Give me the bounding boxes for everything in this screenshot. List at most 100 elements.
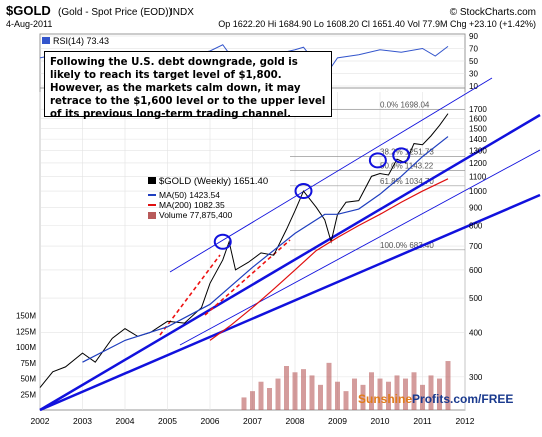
inner-channel-lower	[179, 149, 541, 346]
volume-bar	[318, 384, 323, 410]
price-tick-label: 1600	[469, 115, 487, 124]
volume-tick-label: 125M	[16, 327, 36, 336]
volume-bar	[241, 397, 247, 410]
watermark-part2: Profits.com/FREE	[412, 392, 514, 406]
x-tick-label: 2009	[328, 416, 347, 426]
watermark: SunshineProfits.com/FREE	[358, 392, 513, 406]
price-tick-label: 1400	[469, 135, 487, 144]
volume-bar	[301, 369, 306, 410]
volume-bar	[394, 375, 400, 410]
volume-tick-label: 25M	[20, 390, 36, 399]
x-tick-label: 2003	[73, 416, 92, 426]
volume-tick-label: 75M	[20, 359, 36, 368]
annotation-box: Following the U.S. debt downgrade, gold …	[44, 51, 332, 120]
x-tick-label: 2012	[456, 416, 475, 426]
price-tick-label: 1500	[469, 124, 487, 133]
legend-volume: Volume 77,875,400	[159, 210, 233, 220]
volume-tick-label: 50M	[20, 375, 36, 384]
chart-symbol: $GOLD	[6, 3, 51, 18]
volume-bar	[386, 381, 391, 410]
chart-credit: © StockCharts.com	[450, 7, 536, 18]
fib-label: 50.0% 1143.22	[380, 161, 434, 170]
price-tick-label: 500	[469, 294, 483, 303]
price-legend: $GOLD (Weekly) 1651.40 MA(50) 1423.54 MA…	[148, 176, 268, 220]
price-gridlines	[39, 92, 466, 410]
fib-label: 100.0% 683.40	[380, 241, 434, 250]
circled-point	[213, 233, 232, 250]
rsi-tick-label: 30	[469, 70, 478, 79]
price-tick-label: 300	[469, 373, 483, 382]
x-tick-label: 2004	[116, 416, 135, 426]
price-tick-label: 600	[469, 266, 483, 275]
x-tick-label: 2002	[31, 416, 50, 426]
price-tick-label: 700	[469, 242, 483, 251]
volume-bar	[326, 362, 332, 410]
volume-tick-label: 150M	[16, 312, 36, 321]
volume-bar	[267, 388, 272, 410]
x-tick-label: 2010	[371, 416, 390, 426]
volume-bar	[403, 378, 408, 410]
volume-bar	[292, 372, 298, 410]
legend-ma200: MA(200) 1082.35	[159, 200, 225, 210]
legend-gold: $GOLD (Weekly) 1651.40	[159, 176, 268, 187]
rsi-legend-label: RSI(14) 73.43	[53, 36, 109, 46]
volume-bar	[309, 375, 315, 410]
volume-bar	[250, 391, 255, 410]
volume-axis: 25M 50M 75M 100M 125M 150M	[16, 312, 36, 400]
price-tick-label: 400	[469, 328, 483, 337]
volume-bar	[369, 372, 374, 410]
x-axis: 2002 2003 2004 2005 2006 2007 2008 2009 2010 2011…	[31, 416, 475, 426]
legend-ma50: MA(50) 1423.54	[159, 190, 220, 200]
fib-label: 61.8% 1034.70	[380, 177, 434, 186]
volume-bar	[377, 378, 383, 410]
circled-points	[213, 147, 411, 250]
price-tick-label: 900	[469, 203, 483, 212]
annotation-text: Following the U.S. debt downgrade, gold …	[50, 57, 326, 120]
x-tick-label: 2008	[286, 416, 305, 426]
rsi-legend: RSI(14) 73.43	[42, 36, 109, 46]
volume-tick-label: 100M	[16, 343, 36, 352]
x-tick-label: 2011	[413, 416, 432, 426]
circled-point	[368, 152, 387, 169]
rsi-tick-label: 10	[469, 82, 478, 91]
rsi-tick-label: 50	[469, 57, 478, 66]
price-tick-label: 800	[469, 221, 483, 230]
rsi-tick-label: 90	[469, 32, 478, 41]
x-tick-label: 2006	[201, 416, 220, 426]
price-tick-label: 1100	[469, 172, 487, 181]
volume-bar	[352, 378, 357, 410]
chart-name: (Gold - Spot Price (EOD))	[58, 7, 172, 18]
ma200-line	[209, 178, 449, 341]
volume-bar	[343, 391, 349, 410]
x-tick-label: 2007	[243, 416, 262, 426]
volume-bar	[284, 366, 289, 410]
volume-bar	[428, 375, 434, 410]
chart-exchange: INDX	[170, 7, 194, 18]
chart-quote: Op 1622.20 Hi 1684.90 Lo 1608.20 Cl 1651…	[218, 19, 536, 29]
fib-label: 0.0% 1698.04	[380, 100, 430, 109]
rsi-tick-label: 70	[469, 45, 478, 54]
chart-date: 4-Aug-2011	[6, 19, 52, 29]
price-tick-label: 1000	[469, 187, 487, 196]
circled-point	[294, 183, 313, 200]
inner-channel-upper	[169, 77, 493, 273]
volume-bar	[258, 381, 264, 410]
channel-upper-line	[39, 113, 541, 412]
volume-bar	[411, 372, 417, 410]
volume-bar	[437, 378, 442, 410]
circled-point	[392, 147, 411, 164]
watermark-part1: Sunshine	[358, 392, 413, 406]
volume-bars	[241, 361, 451, 410]
volume-bar	[275, 378, 281, 410]
volume-bar	[420, 384, 425, 410]
trend-channels	[39, 77, 541, 412]
price-tick-label: 1300	[469, 147, 487, 156]
price-tick-label: 1700	[469, 105, 487, 114]
x-tick-label: 2005	[158, 416, 177, 426]
volume-bar	[335, 381, 340, 410]
volume-bar	[445, 361, 451, 410]
dashed-trend-2	[204, 239, 291, 316]
rsi-axis: 90 70 50 30 10	[469, 32, 478, 91]
channel-lower-line	[39, 193, 541, 412]
price-tick-label: 1200	[469, 159, 487, 168]
